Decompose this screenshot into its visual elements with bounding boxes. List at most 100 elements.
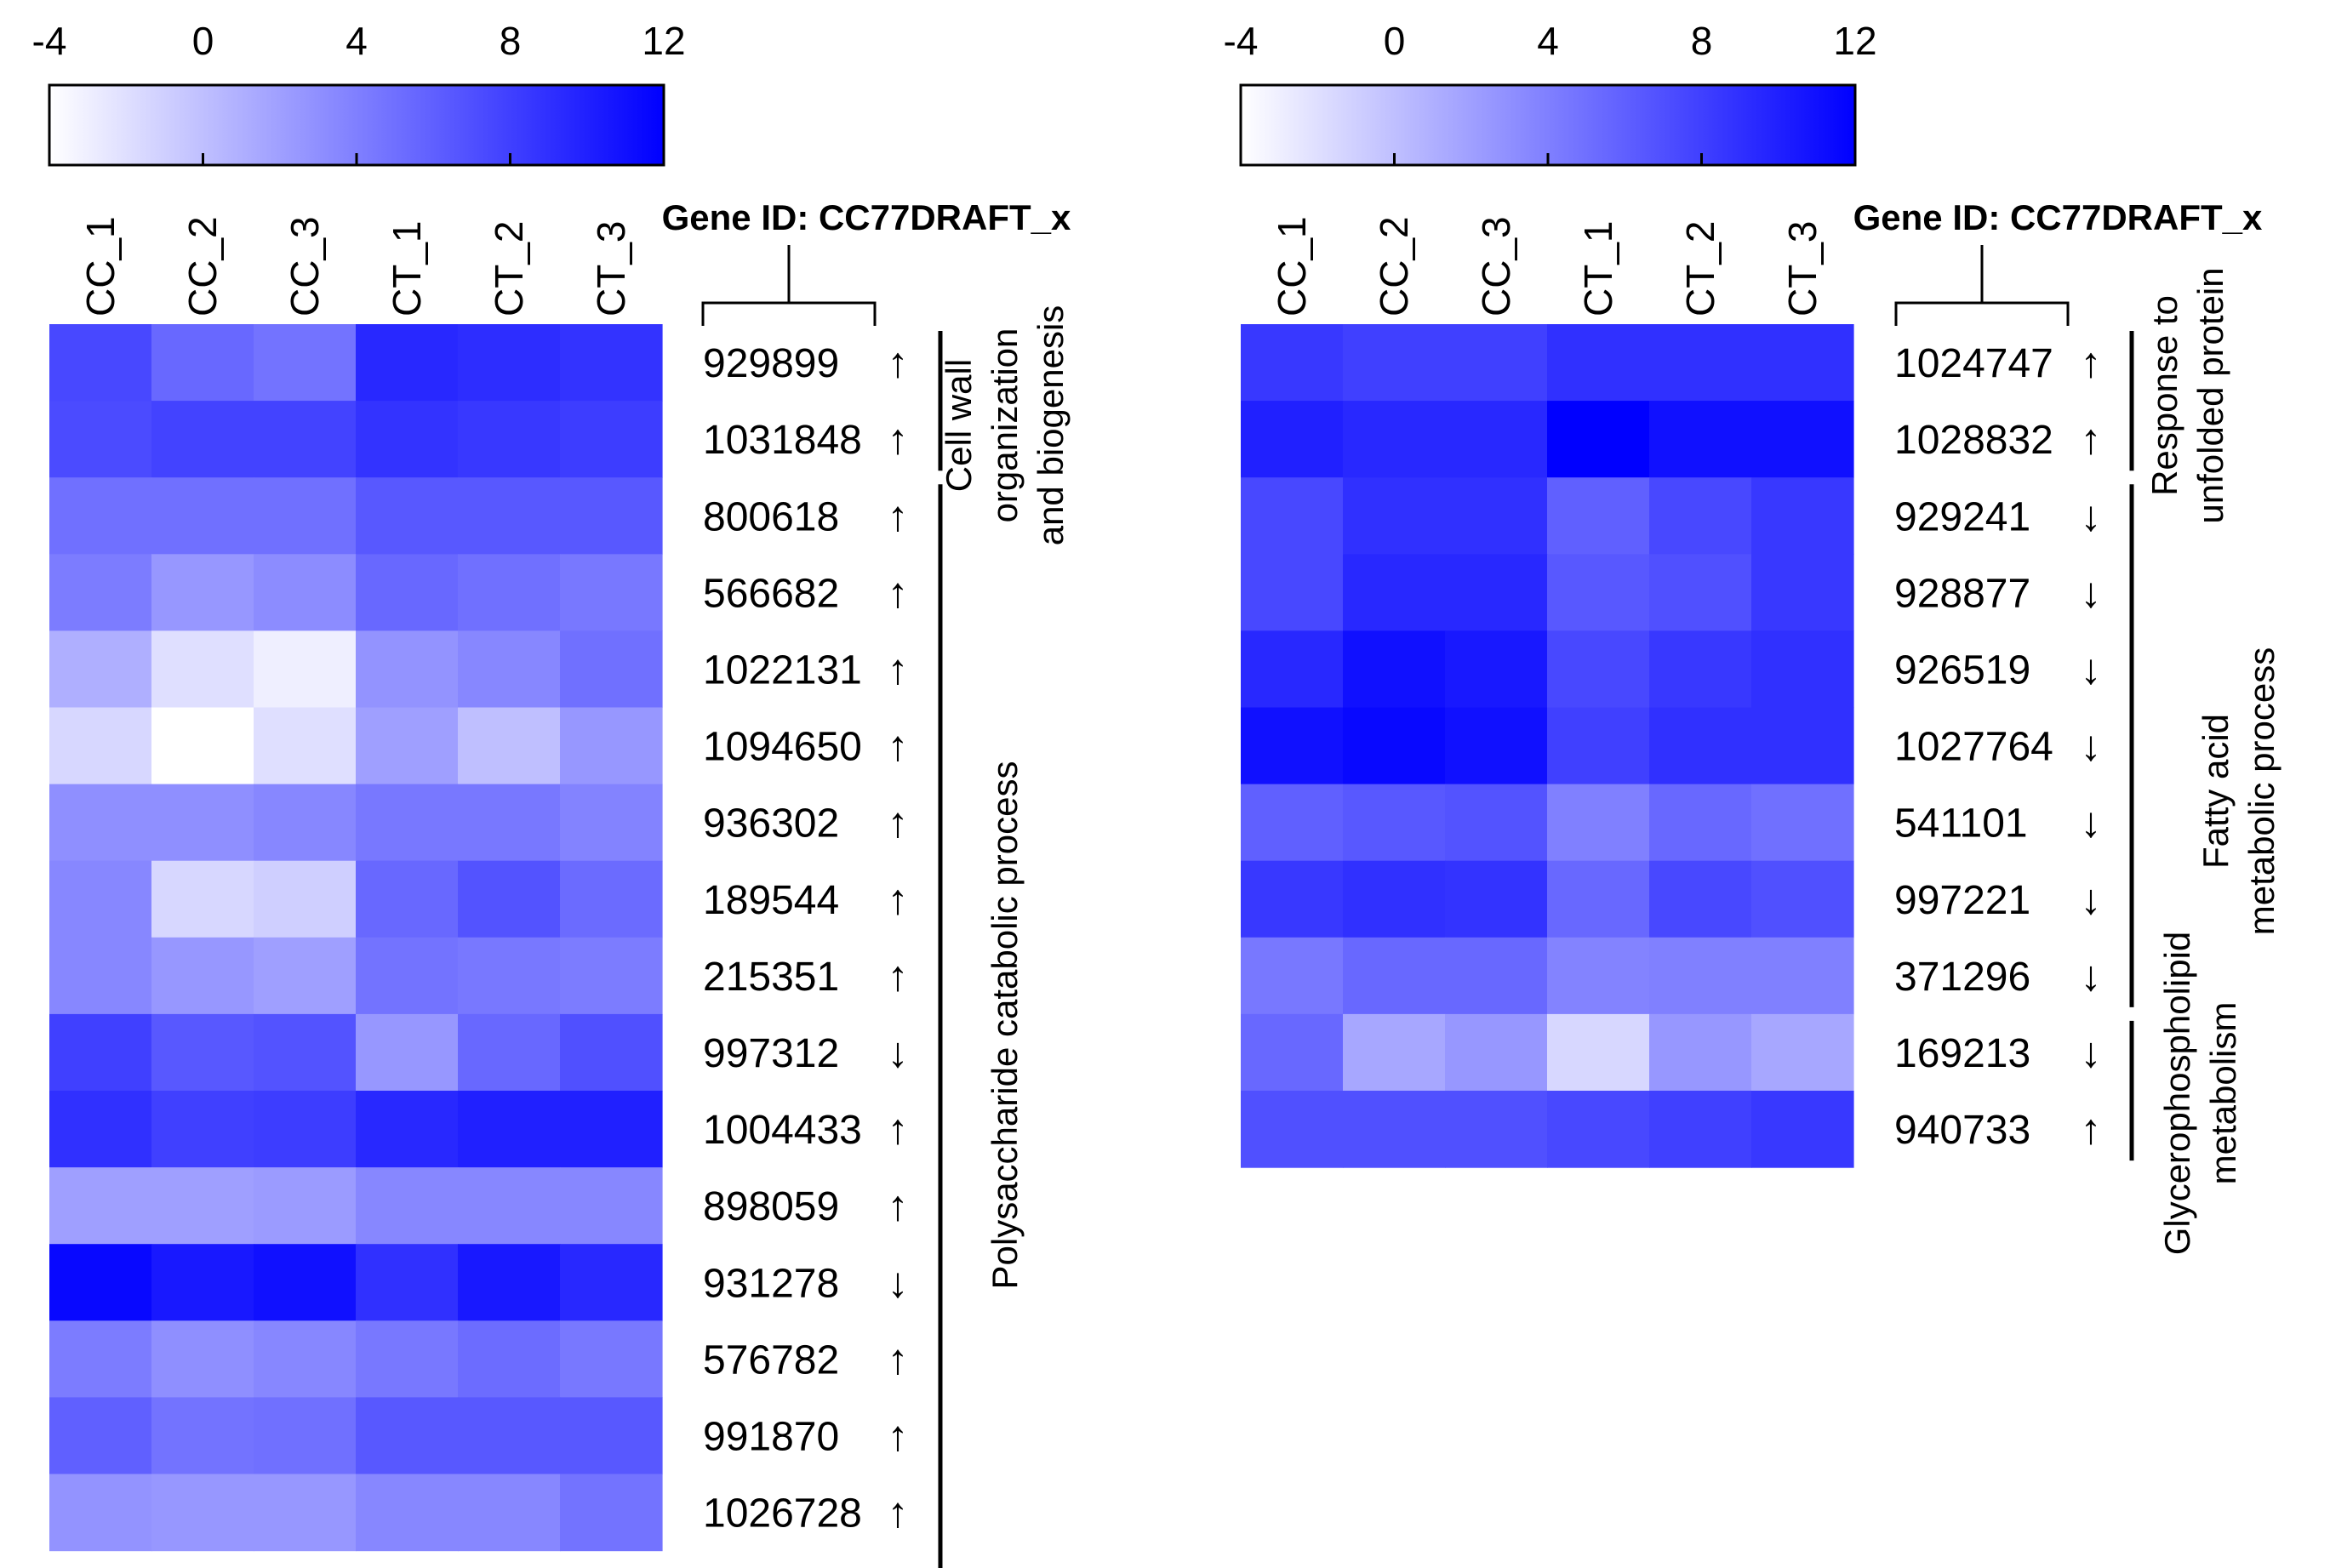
heatmap-cell — [1343, 937, 1446, 1015]
heatmap-cell — [151, 1474, 254, 1552]
regulation-arrow: ↑ — [2081, 1105, 2102, 1153]
heatmap-cell — [151, 707, 254, 785]
gene-id-label: 991870 — [703, 1414, 839, 1459]
heatmap-cell — [560, 1167, 663, 1245]
heatmap-cell — [254, 401, 357, 478]
gene-id-label: 1026728 — [703, 1491, 862, 1537]
heatmap-cell — [560, 707, 663, 785]
gene-id-label: 566682 — [703, 571, 839, 616]
heatmap-cell — [254, 554, 357, 631]
heatmap-cell — [1241, 784, 1344, 862]
colorbar-tick-label: 0 — [1384, 19, 1406, 63]
gene-id-label: 169213 — [1894, 1031, 2030, 1076]
colorbar — [1239, 83, 1857, 167]
regulation-arrow: ↓ — [2081, 799, 2102, 847]
heatmap-cell — [458, 401, 561, 478]
heatmap-cell — [254, 860, 357, 938]
heatmap-cell — [49, 1167, 152, 1245]
heatmap-cell — [254, 784, 357, 862]
heatmap-cell — [254, 324, 357, 402]
heatmap-cell — [1547, 1013, 1650, 1092]
heatmap-cell — [356, 1167, 459, 1245]
heatmap-cell — [49, 1474, 152, 1552]
column-label: CT_1 — [385, 221, 429, 316]
gene-id-label: 936302 — [703, 801, 839, 847]
gene-id-label: 1024747 — [1894, 341, 2053, 386]
heatmap-cell — [49, 707, 152, 785]
heatmap-cell — [356, 1244, 459, 1321]
colorbar-tick-label: -4 — [1224, 19, 1259, 63]
colorbar-tick-label: 4 — [346, 19, 368, 63]
heatmap-cell — [1649, 630, 1752, 709]
heatmap-cell — [1547, 630, 1650, 709]
heatmap-cell — [560, 937, 663, 1015]
category-label-line: Polysaccharide catabolic process — [985, 761, 1025, 1290]
gene-id-label: 800618 — [703, 494, 839, 539]
heatmap-cell — [1751, 860, 1854, 938]
regulation-arrow: ↑ — [888, 1182, 909, 1229]
heatmap-cell — [560, 324, 663, 402]
colorbar-tick-label: 8 — [500, 19, 522, 63]
heatmap-cell — [1343, 630, 1446, 709]
heatmap-cell — [1547, 401, 1650, 478]
column-label: CC_2 — [1372, 216, 1416, 316]
heatmap-cell — [356, 1091, 459, 1168]
heatmap-cell — [1343, 1013, 1446, 1092]
category-label-line: metabolism — [2203, 1002, 2243, 1185]
heatmap-cell — [1751, 554, 1854, 631]
heatmap-cell — [560, 630, 663, 709]
heatmap-cell — [254, 1320, 357, 1398]
heatmap-cell — [1547, 860, 1650, 938]
heatmap-cell — [560, 1244, 663, 1321]
heatmap-cell — [1241, 1091, 1344, 1168]
category-label-line: Response to — [2144, 295, 2184, 496]
heatmap-cell — [1751, 401, 1854, 478]
heatmap-cell — [49, 630, 152, 709]
gene-id-label: 1094650 — [703, 725, 862, 770]
heatmap-cell — [356, 784, 459, 862]
heatmap-cell — [1751, 1013, 1854, 1092]
regulation-arrow: ↑ — [888, 492, 909, 539]
heatmap-cell — [49, 477, 152, 555]
heatmap-cell — [1649, 784, 1752, 862]
column-label: CC_3 — [283, 216, 327, 316]
heatmap-cell — [254, 477, 357, 555]
heatmap-cell — [254, 937, 357, 1015]
gene-id-bracket — [1894, 245, 2070, 326]
regulation-arrow: ↓ — [2081, 568, 2102, 616]
heatmap-cell — [458, 1320, 561, 1398]
heatmap-cell — [49, 784, 152, 862]
heatmap-cell — [1649, 707, 1752, 785]
heatmap-cell — [560, 401, 663, 478]
heatmap-cell — [1343, 401, 1446, 478]
heatmap-cell — [49, 1013, 152, 1092]
gene-id-label: 1027764 — [1894, 725, 2053, 770]
regulation-arrow: ↓ — [2081, 645, 2102, 693]
heatmap-cell — [151, 1167, 254, 1245]
heatmap-cell — [254, 1091, 357, 1168]
heatmap-cell — [1547, 707, 1650, 785]
heatmap-cell — [1445, 324, 1548, 402]
heatmap-cell — [1547, 477, 1650, 555]
heatmap-cell — [1241, 860, 1344, 938]
heatmap-cell — [1547, 784, 1650, 862]
heatmap-cell — [151, 1244, 254, 1321]
heatmap-cell — [1649, 477, 1752, 555]
category-label-line: Glycerophospholipid — [2157, 932, 2197, 1256]
category-label-line: and biogenesis — [1031, 305, 1071, 546]
heatmap-cell — [458, 1167, 561, 1245]
heatmap-cell — [254, 1474, 357, 1552]
regulation-arrow: ↑ — [888, 952, 909, 1000]
gene-id-label: 928877 — [1894, 571, 2030, 616]
colorbar-tick-label: 0 — [192, 19, 214, 63]
heatmap-cell — [151, 860, 254, 938]
gene-id-label: 576782 — [703, 1337, 839, 1383]
category-label: Cell wall organization and biogenesis — [939, 305, 1071, 546]
heatmap-cell — [458, 477, 561, 555]
column-label: CC_2 — [180, 216, 225, 316]
heatmap-panel-left: -4 0 4 8 12 CC_1 CC_2 CC_3 CT_1 CT_2 CT_3 Gene ID: … — [32, 19, 1071, 1568]
heatmap-cell — [1751, 477, 1854, 555]
regulation-arrow: ↓ — [888, 1029, 909, 1076]
heatmap-cell — [458, 937, 561, 1015]
heatmap-cell — [1445, 630, 1548, 709]
